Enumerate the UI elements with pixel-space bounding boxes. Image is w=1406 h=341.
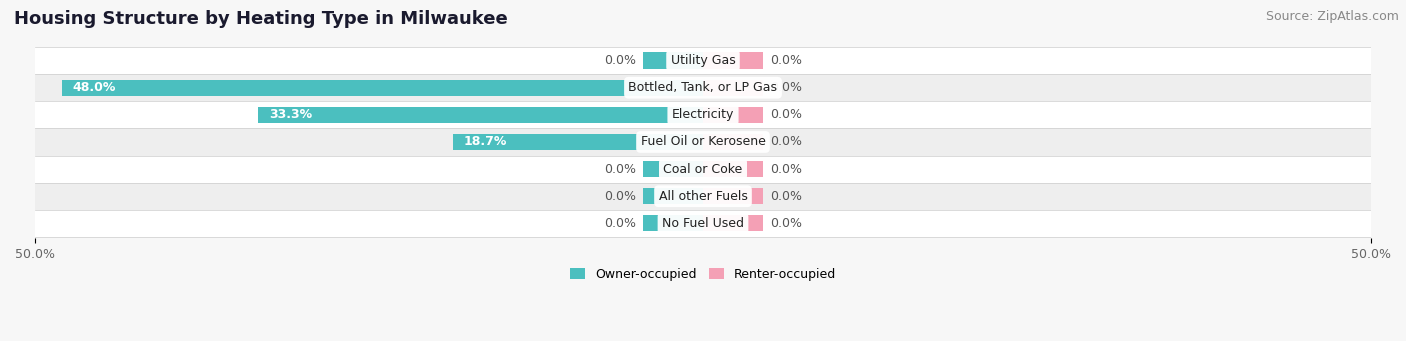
Bar <box>703 215 763 232</box>
Bar <box>703 188 763 204</box>
Text: 0.0%: 0.0% <box>770 54 801 67</box>
Text: 0.0%: 0.0% <box>605 54 636 67</box>
Text: 0.0%: 0.0% <box>770 190 801 203</box>
Bar <box>35 155 1371 183</box>
Bar <box>643 188 703 204</box>
Text: Source: ZipAtlas.com: Source: ZipAtlas.com <box>1265 10 1399 23</box>
Text: Coal or Coke: Coal or Coke <box>664 163 742 176</box>
Bar <box>62 79 703 96</box>
Text: All other Fuels: All other Fuels <box>658 190 748 203</box>
Bar <box>453 134 703 150</box>
Text: 0.0%: 0.0% <box>770 217 801 230</box>
Bar <box>643 53 703 69</box>
Bar <box>643 215 703 232</box>
Text: Bottled, Tank, or LP Gas: Bottled, Tank, or LP Gas <box>628 81 778 94</box>
Bar <box>35 210 1371 237</box>
Text: 0.0%: 0.0% <box>770 108 801 121</box>
Text: 18.7%: 18.7% <box>464 135 508 148</box>
Text: 0.0%: 0.0% <box>605 163 636 176</box>
Bar <box>35 129 1371 155</box>
Text: 0.0%: 0.0% <box>605 217 636 230</box>
Text: Housing Structure by Heating Type in Milwaukee: Housing Structure by Heating Type in Mil… <box>14 10 508 28</box>
Bar <box>703 79 763 96</box>
Bar <box>35 47 1371 74</box>
Text: Utility Gas: Utility Gas <box>671 54 735 67</box>
Text: 33.3%: 33.3% <box>269 108 312 121</box>
Text: 0.0%: 0.0% <box>605 190 636 203</box>
Bar <box>643 161 703 177</box>
Text: 0.0%: 0.0% <box>770 135 801 148</box>
Bar <box>703 107 763 123</box>
Text: 0.0%: 0.0% <box>770 81 801 94</box>
Bar <box>35 101 1371 129</box>
Text: No Fuel Used: No Fuel Used <box>662 217 744 230</box>
Bar <box>35 183 1371 210</box>
Text: Electricity: Electricity <box>672 108 734 121</box>
Bar <box>259 107 703 123</box>
Bar <box>35 74 1371 101</box>
Legend: Owner-occupied, Renter-occupied: Owner-occupied, Renter-occupied <box>565 263 841 286</box>
Bar <box>703 161 763 177</box>
Bar <box>703 53 763 69</box>
Bar <box>703 134 763 150</box>
Text: Fuel Oil or Kerosene: Fuel Oil or Kerosene <box>641 135 765 148</box>
Text: 48.0%: 48.0% <box>72 81 115 94</box>
Text: 0.0%: 0.0% <box>770 163 801 176</box>
